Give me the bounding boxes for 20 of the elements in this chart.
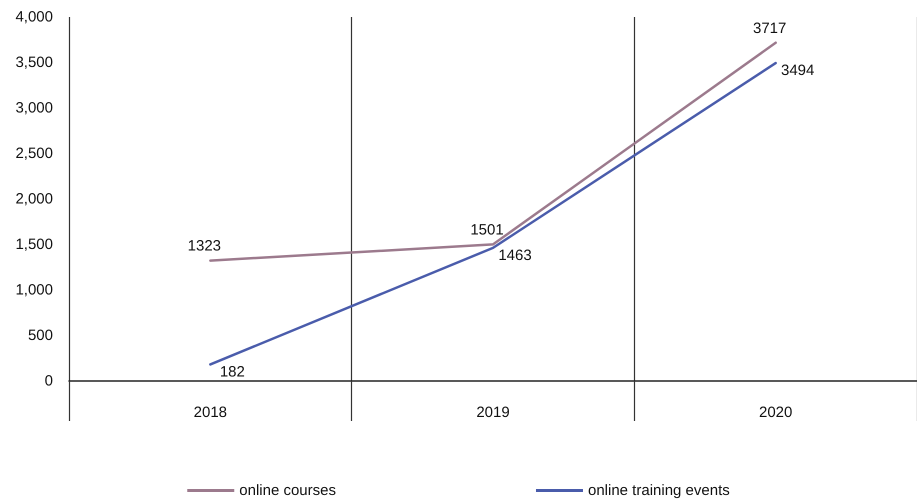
y-tick-label: 1,500 <box>15 236 53 253</box>
x-tick-label: 2020 <box>758 404 792 421</box>
x-tick-label: 2019 <box>476 404 510 421</box>
x-tick-label: 2018 <box>194 404 228 421</box>
y-tick-label: 3,500 <box>15 54 53 71</box>
y-tick-label: 2,500 <box>15 145 53 162</box>
y-tick-label: 0 <box>44 372 53 390</box>
y-tick-label: 2,000 <box>15 190 53 208</box>
data-label: 1323 <box>188 238 222 255</box>
data-label: 3494 <box>780 62 814 80</box>
legend-label: online training events <box>588 482 730 499</box>
data-label: 3717 <box>752 20 786 37</box>
y-tick-label: 3,000 <box>15 100 53 116</box>
data-label: 1463 <box>498 246 532 264</box>
y-tick-label: 1,000 <box>15 282 53 298</box>
y-tick-label: 500 <box>28 327 53 344</box>
legend-label: online courses <box>239 482 336 499</box>
y-tick-label: 4,000 <box>15 8 53 26</box>
data-label: 1501 <box>470 221 504 238</box>
data-label: 182 <box>220 363 245 380</box>
